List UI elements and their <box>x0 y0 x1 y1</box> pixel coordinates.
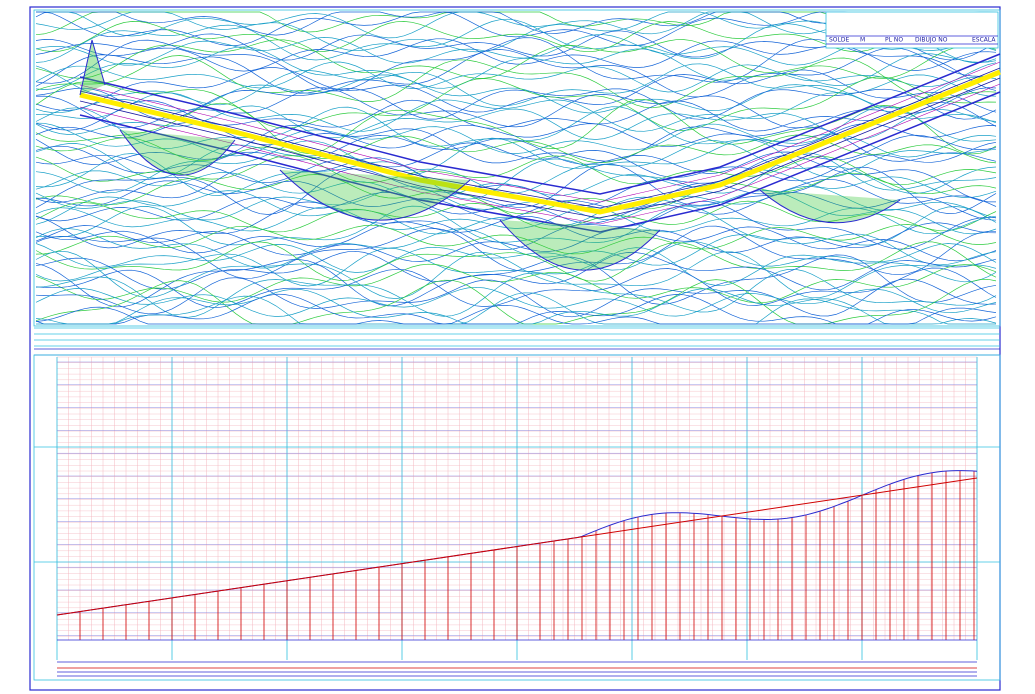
contour-line <box>35 141 997 184</box>
title-label: M <box>860 37 865 44</box>
cut-fill <box>499 219 661 271</box>
profile <box>33 327 1001 681</box>
road-line <box>79 61 1001 203</box>
contour-line <box>35 254 997 308</box>
road-line <box>79 67 1001 209</box>
contour-line <box>35 263 997 304</box>
contour-line <box>35 224 997 255</box>
contour-line <box>35 39 997 79</box>
contour-line <box>35 241 997 273</box>
title-label: ESCALA <box>972 37 996 44</box>
contour-line <box>35 228 997 269</box>
contour-line <box>35 269 997 318</box>
contour-line <box>35 304 997 325</box>
road-plan <box>79 39 1001 271</box>
contour-line <box>35 67 997 113</box>
plan-frame <box>33 9 1001 327</box>
contour-line <box>35 61 997 93</box>
contour-line <box>35 34 997 66</box>
contour-line <box>35 134 997 174</box>
contour-line <box>35 286 997 317</box>
contour-line <box>35 278 997 325</box>
contour-line <box>35 46 997 90</box>
road-line <box>79 91 1001 233</box>
contour-line <box>35 267 997 308</box>
contour-line <box>35 74 997 114</box>
contour-line <box>35 98 997 155</box>
contour-line <box>35 163 997 215</box>
contour-line <box>35 47 997 98</box>
sheet-frame <box>29 6 1001 691</box>
road-start <box>79 39 106 96</box>
title-label: SOLDE <box>829 37 849 44</box>
title-label: PL NO <box>885 37 903 44</box>
road-line <box>79 83 1001 225</box>
cut-fill <box>279 169 471 221</box>
contour-line <box>35 169 997 201</box>
contour-line <box>35 87 997 129</box>
title-block-frame <box>825 11 999 49</box>
contour-line <box>35 76 997 131</box>
contour-line <box>35 247 997 287</box>
contour-line <box>35 134 997 164</box>
contour-line <box>35 277 997 318</box>
cut-fill <box>759 189 901 224</box>
road-line <box>79 69 1001 215</box>
contour-line <box>35 152 997 200</box>
contour-line <box>35 55 997 109</box>
contour-line <box>35 225 997 262</box>
contour-line <box>35 206 997 235</box>
contour-line <box>35 99 997 132</box>
title-label: DIBUJO NO <box>915 37 948 44</box>
contour-line <box>35 172 997 215</box>
profile-frame <box>33 354 1001 681</box>
road-line <box>79 77 1001 219</box>
contour-line <box>35 205 997 246</box>
title-block: SOLDE M PL NO DIBUJO NO ESCALA <box>825 11 999 49</box>
contour-line <box>35 241 997 282</box>
contour-line <box>35 250 997 299</box>
cut-fill <box>119 129 236 176</box>
road-line <box>79 53 1001 195</box>
contour-line <box>35 92 997 132</box>
contour-line <box>36 292 996 325</box>
grade-line <box>56 477 978 616</box>
